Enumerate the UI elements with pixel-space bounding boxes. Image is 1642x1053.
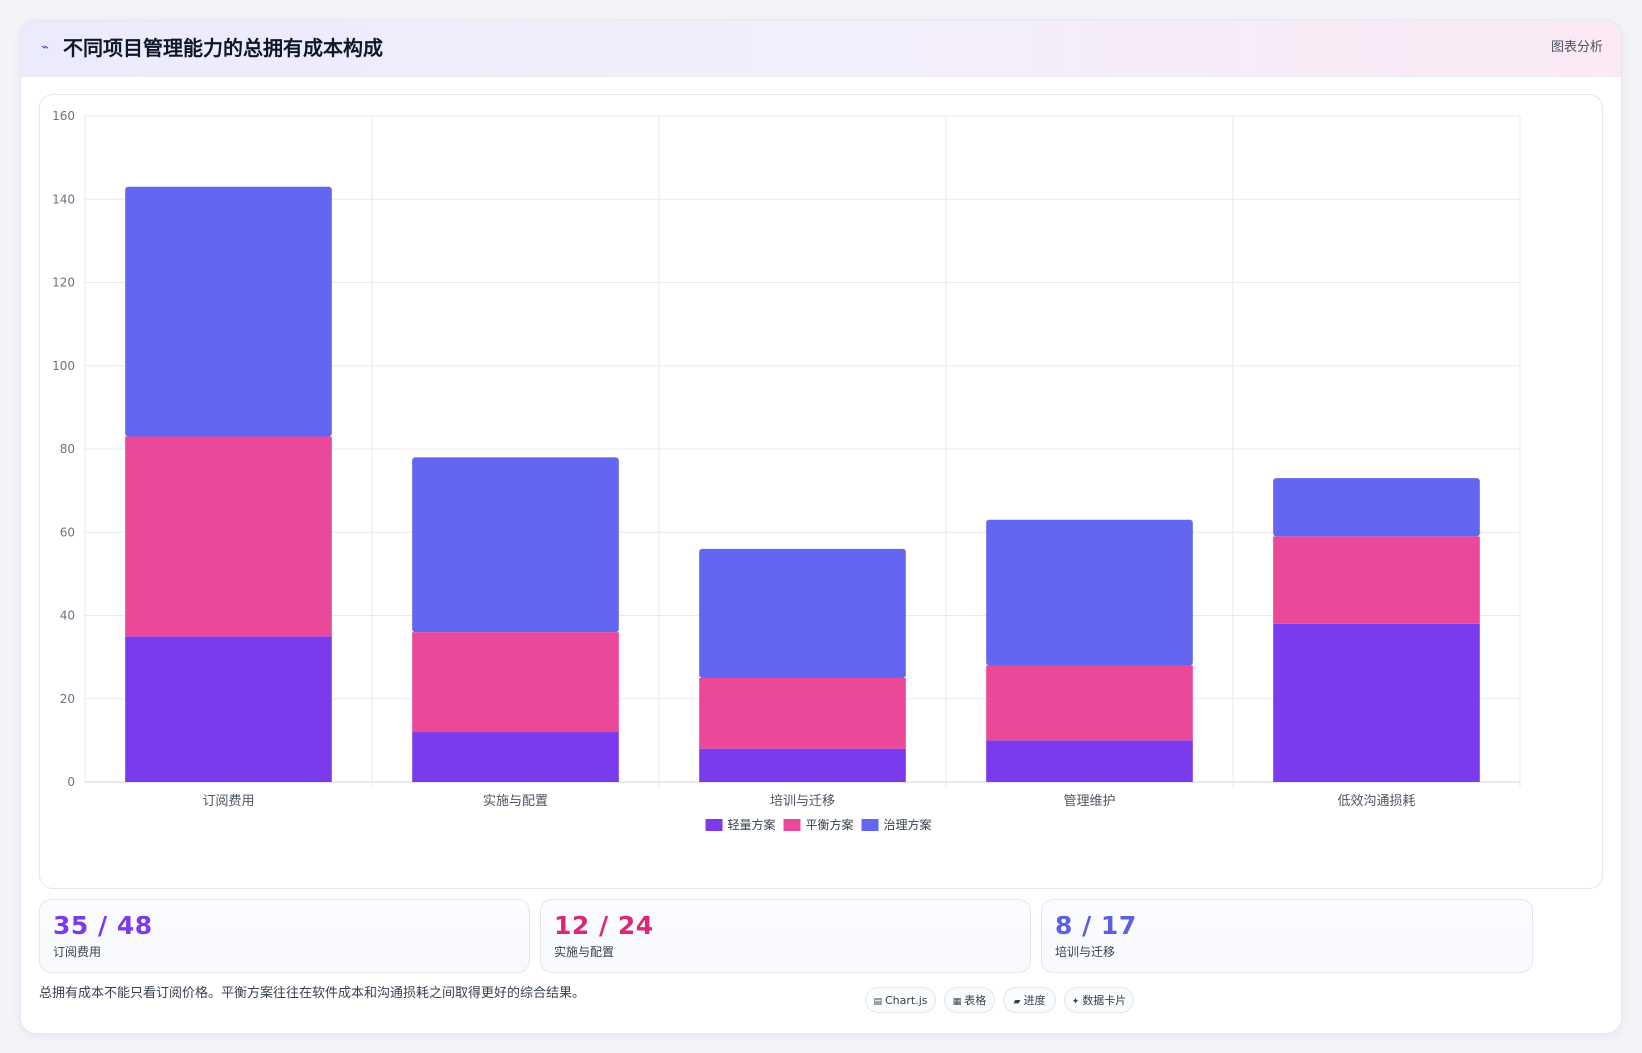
y-tick-label: 60	[60, 525, 75, 539]
bar-segment	[1273, 623, 1480, 782]
bar-segment	[1273, 478, 1480, 537]
page-title: 不同项目管理能力的总拥有成本构成	[63, 36, 383, 60]
legend-label: 轻量方案	[728, 817, 776, 832]
pill-datacard[interactable]: ✦ 数据卡片	[1064, 987, 1134, 1013]
x-tick-label: 订阅费用	[202, 794, 254, 809]
legend-swatch	[783, 819, 801, 831]
y-tick-label: 40	[60, 609, 75, 623]
table-icon: ▦	[952, 997, 962, 1007]
legend-label: 平衡方案	[806, 817, 854, 832]
stat-label: 实施与配置	[554, 945, 615, 959]
y-tick-label: 0	[67, 775, 75, 789]
progress-icon: ▰	[1013, 997, 1021, 1007]
stat-value: 8 / 17	[1055, 911, 1137, 940]
y-tick-label: 120	[52, 276, 75, 290]
bar-segment	[699, 677, 906, 749]
wave-icon: ⌁	[41, 40, 49, 55]
stat-value: 12 / 24	[554, 911, 654, 940]
pill-progress[interactable]: ▰ 进度	[1003, 987, 1056, 1013]
stat-label: 订阅费用	[53, 945, 102, 959]
bar-segment	[125, 186, 332, 437]
bar-segment	[125, 436, 332, 637]
bar-segment	[412, 457, 619, 633]
card-icon: ✦	[1071, 997, 1080, 1007]
bar-segment	[1273, 536, 1480, 624]
legend-label: 治理方案	[884, 817, 932, 832]
pill-table[interactable]: ▦ 表格	[944, 987, 995, 1013]
header-tag: 图表分析	[1550, 40, 1603, 55]
y-tick-label: 140	[52, 192, 75, 206]
chart-card: ⌁ 不同项目管理能力的总拥有成本构成 图表分析 0 20 40 60 80 100 120 1…	[20, 20, 1622, 1034]
bar-segment	[986, 665, 1193, 741]
chart-container: 0 20 40 60 80 100 120 140 160 订阅费用 实施与配置 培训与迁移 管理维护 低…	[39, 94, 1603, 889]
x-tick-label: 低效沟通损耗	[1337, 794, 1415, 809]
pill-label: 数据卡片	[1082, 994, 1127, 1007]
stat-card-training: 8 / 17 培训与迁移	[1041, 899, 1533, 973]
chart-icon: ▤	[873, 997, 882, 1007]
legend-swatch	[705, 819, 723, 831]
y-tick-label: 160	[52, 109, 75, 123]
x-tick-label: 实施与配置	[483, 794, 548, 809]
x-tick-label: 管理维护	[1063, 794, 1115, 809]
stacked-bar-chart: 0 20 40 60 80 100 120 140 160 订阅费用 实施与配置 培训与迁移 管理维护 低…	[52, 109, 1521, 832]
pill-label: 表格	[964, 994, 987, 1007]
bar-segment	[699, 548, 906, 678]
bar-segment	[125, 636, 332, 782]
stat-label: 培训与迁移	[1055, 945, 1116, 959]
x-tick-label: 培训与迁移	[770, 793, 835, 809]
stat-card-implementation: 12 / 24 实施与配置	[540, 899, 1031, 973]
pill-chartjs[interactable]: ▤ Chart.js	[865, 987, 936, 1013]
legend-swatch	[861, 819, 879, 831]
bar-segment	[412, 732, 619, 782]
bar-segment	[986, 519, 1193, 666]
pill-label: 进度	[1023, 994, 1046, 1007]
card-header: ⌁ 不同项目管理能力的总拥有成本构成 图表分析	[21, 21, 1621, 77]
y-tick-label: 20	[60, 692, 75, 706]
bar-segment	[412, 632, 619, 733]
y-tick-label: 100	[52, 359, 75, 373]
y-tick-label: 80	[60, 442, 75, 456]
stat-card-subscription: 35 / 48 订阅费用	[39, 899, 530, 973]
bar-segment	[699, 748, 906, 782]
footer-note: 总拥有成本不能只看订阅价格。平衡方案往往在软件成本和沟通损耗之间取得更好的综合结…	[39, 986, 586, 1001]
pill-label: Chart.js	[885, 994, 928, 1007]
stat-value: 35 / 48	[53, 911, 153, 940]
bar-segment	[986, 740, 1193, 782]
